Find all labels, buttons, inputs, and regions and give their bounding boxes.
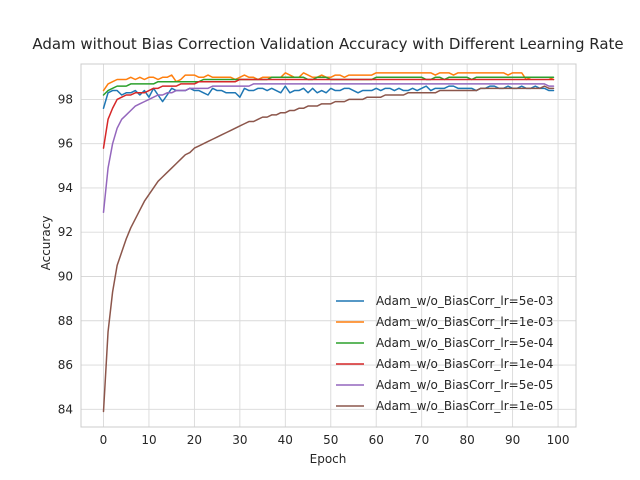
series-line-5 (102, 85, 555, 413)
x-tick-label: 20 (187, 433, 202, 447)
plot-background (81, 64, 576, 427)
y-tick-label: 90 (58, 269, 73, 283)
x-tick-label: 0 (100, 433, 108, 447)
legend-entry-label: Adam_w/o_BiasCorr_lr=1e-03 (376, 315, 553, 329)
plot-frame (80, 63, 577, 428)
x-tick-label: 90 (505, 433, 520, 447)
y-tick-label: 86 (58, 358, 73, 372)
x-tick-label: 70 (414, 433, 429, 447)
x-tick-label: 40 (278, 433, 293, 447)
x-tick-label: 50 (323, 433, 338, 447)
y-tick-label: 96 (58, 137, 73, 151)
y-tick-label: 92 (58, 225, 73, 239)
chart-title: Adam without Bias Correction Validation … (32, 35, 623, 53)
series-line-2 (102, 76, 555, 96)
x-tick-label: 100 (547, 433, 570, 447)
legend: Adam_w/o_BiasCorr_lr=5e-03 Adam_w/o_BiasC… (336, 294, 553, 413)
y-tick-label: 84 (58, 402, 73, 416)
series-line-4 (102, 83, 555, 214)
x-tick-label: 60 (369, 433, 384, 447)
x-tick-label: 80 (459, 433, 474, 447)
plot-area: 0 10 20 30 40 50 60 70 80 90 100 84 86 88 90 92 94 96 98 (58, 63, 577, 447)
legend-entry-label: Adam_w/o_BiasCorr_lr=5e-04 (376, 336, 553, 350)
legend-entry-label: Adam_w/o_BiasCorr_lr=1e-05 (376, 399, 553, 413)
y-tick-label: 94 (58, 181, 73, 195)
series-line-1 (102, 72, 555, 92)
legend-entry-label: Adam_w/o_BiasCorr_lr=5e-05 (376, 378, 553, 392)
y-axis-label: Accuracy (39, 216, 53, 271)
y-tick-label: 88 (58, 314, 73, 328)
legend-entry-label: Adam_w/o_BiasCorr_lr=1e-04 (376, 357, 553, 371)
series-line-3 (102, 78, 555, 149)
x-tick-label: 10 (141, 433, 156, 447)
x-tick-label: 30 (232, 433, 247, 447)
y-tick-label: 98 (58, 92, 73, 106)
x-axis-label: Epoch (310, 452, 347, 466)
legend-entry-label: Adam_w/o_BiasCorr_lr=5e-03 (376, 294, 553, 308)
